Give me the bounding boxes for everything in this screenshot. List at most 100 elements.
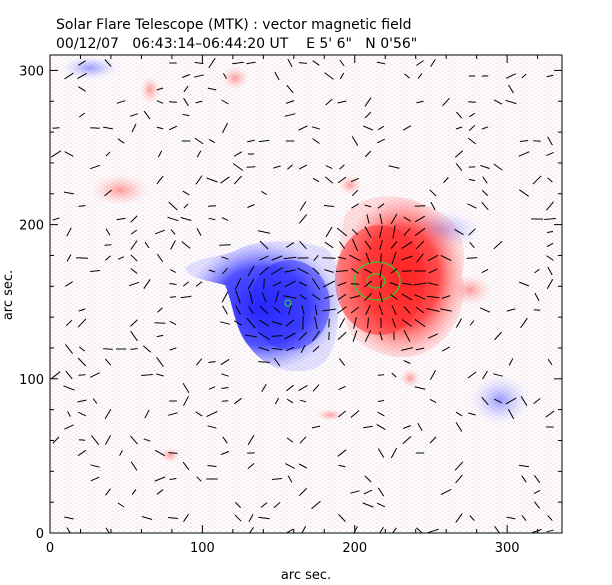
field-vector [208, 217, 216, 221]
field-vector [248, 306, 254, 314]
field-vector [311, 293, 321, 301]
field-vector [377, 487, 385, 497]
field-vector [141, 374, 153, 376]
field-vector [234, 514, 242, 522]
field-vector [299, 294, 307, 300]
field-vector [259, 255, 269, 261]
y-axis-label: arc sec. [1, 270, 16, 320]
field-vector [258, 230, 270, 234]
field-vector [519, 140, 529, 142]
field-vector [414, 205, 426, 207]
field-vector [299, 240, 307, 250]
field-vector [338, 241, 346, 249]
field-vector [364, 97, 372, 107]
field-vector [442, 97, 450, 107]
field-vector [182, 190, 190, 196]
field-vector [248, 290, 254, 304]
field-vector [300, 345, 306, 353]
field-vector [301, 304, 305, 316]
field-vector [244, 334, 258, 338]
field-vector [533, 475, 541, 483]
field-vector [390, 241, 398, 249]
field-vector [349, 295, 361, 299]
field-vector [77, 72, 87, 80]
field-vector [273, 357, 281, 367]
field-vector [64, 424, 74, 430]
field-vector [429, 189, 437, 197]
field-vector [117, 256, 125, 260]
field-vector [429, 369, 437, 381]
field-vector [247, 434, 255, 446]
field-vector [261, 190, 267, 196]
field-vector [351, 203, 359, 209]
field-vector [521, 514, 527, 522]
field-vector [51, 371, 61, 379]
field-vector [247, 278, 255, 290]
field-vector [195, 100, 203, 104]
field-vector [156, 87, 164, 91]
field-vector [415, 240, 425, 250]
field-vector [350, 177, 360, 183]
field-vector [378, 304, 384, 316]
field-vector [284, 280, 296, 288]
field-vector [285, 463, 295, 469]
field-vector [365, 304, 371, 316]
field-vector [493, 99, 503, 105]
field-vector [351, 268, 359, 274]
field-vector [337, 176, 347, 184]
field-vector [286, 528, 294, 533]
field-vector [367, 317, 369, 329]
field-vector [533, 398, 541, 404]
field-vector [389, 282, 399, 286]
field-vector [65, 319, 73, 327]
field-vector [168, 201, 178, 211]
field-vector [362, 502, 374, 508]
field-vector [402, 436, 412, 444]
field-vector [271, 347, 283, 351]
field-vector [379, 213, 383, 225]
field-vector [547, 136, 553, 146]
field-vector [455, 411, 463, 417]
field-vector [143, 438, 151, 442]
field-vector [404, 73, 410, 79]
field-vector [221, 373, 229, 377]
field-vector [247, 139, 255, 143]
field-vector [64, 151, 74, 157]
field-vector [273, 306, 281, 314]
field-vector [350, 306, 360, 314]
field-vector [363, 125, 373, 131]
field-vector [481, 201, 489, 211]
field-vector [338, 385, 346, 391]
field-vector [130, 330, 138, 342]
field-vector [532, 529, 542, 533]
field-vector [156, 357, 164, 367]
y-tick-label: 0 [36, 527, 44, 542]
field-vector [195, 281, 203, 287]
field-vector [379, 264, 383, 278]
field-vector [104, 189, 112, 197]
field-vector [547, 266, 553, 276]
field-vector [285, 319, 295, 327]
field-vector [208, 386, 216, 390]
field-vector [430, 59, 436, 67]
field-vector [505, 397, 517, 405]
field-vector [183, 513, 189, 523]
field-vector [414, 318, 426, 328]
field-vector [534, 268, 540, 274]
field-vector [154, 449, 166, 457]
field-vector [105, 527, 110, 533]
field-vector [314, 305, 318, 315]
field-vector [336, 227, 348, 237]
field-vector [481, 396, 489, 406]
field-vector [301, 525, 307, 533]
field-vector [479, 307, 491, 313]
field-vector [298, 331, 308, 341]
field-vector [156, 373, 164, 377]
field-vector [468, 228, 476, 236]
field-vector [79, 112, 85, 118]
field-vector [337, 331, 347, 341]
field-vector [427, 333, 439, 339]
field-vector [325, 165, 333, 169]
field-vector [545, 410, 555, 418]
field-vector [468, 412, 476, 416]
